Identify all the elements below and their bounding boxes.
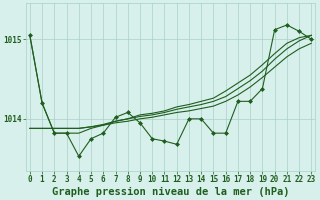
X-axis label: Graphe pression niveau de la mer (hPa): Graphe pression niveau de la mer (hPa) bbox=[52, 186, 289, 197]
